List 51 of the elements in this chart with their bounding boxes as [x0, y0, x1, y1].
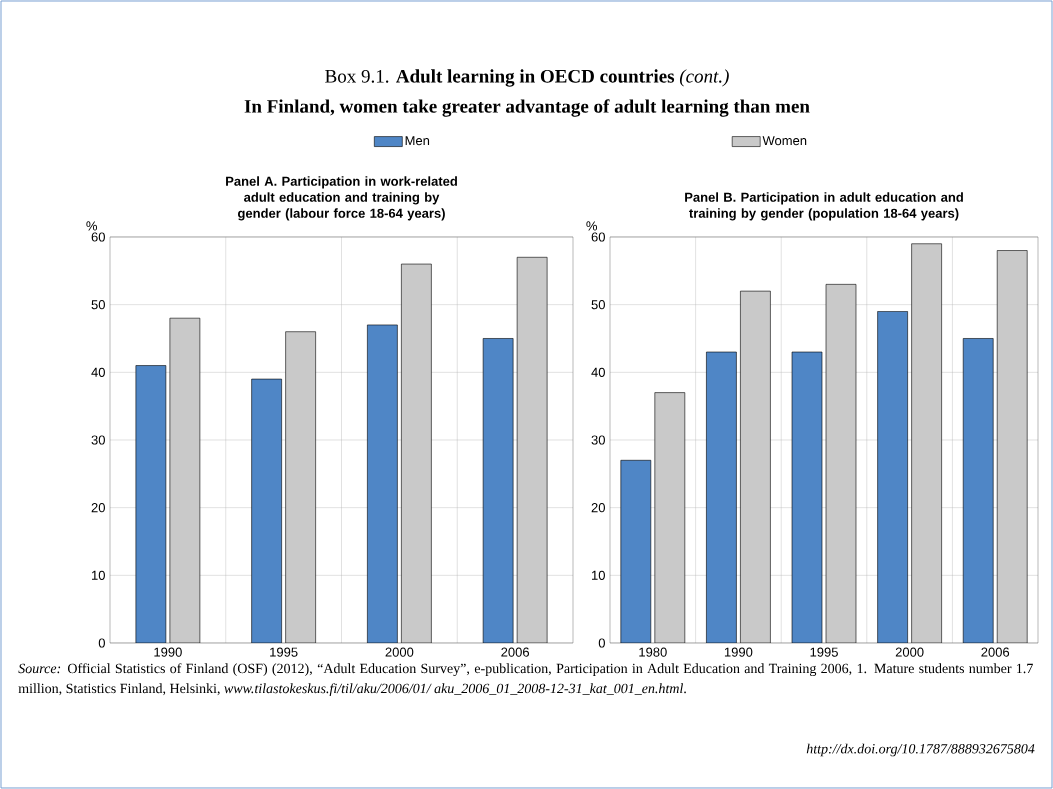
bar: [401, 263, 432, 643]
y-tick-label: 30: [591, 435, 605, 445]
y-tick-label: 50: [591, 300, 605, 310]
text: Source: Official Statistics of Finland (OSF) (2012), “Adult Education Survey”, e-publication, Participation in Adult Education and Training 2006, 1. Mature students number 1.7 million, Statistics Finland, Helsinki, www.tilastokeskus.fi/til/aku/2006/01/ aku_2006_01_2008-12-31_kat_001_en.html.: [18, 663, 1033, 697]
bar: [706, 351, 737, 643]
bar: [285, 331, 316, 643]
y-tick-label: 20: [91, 503, 105, 513]
y-tick-label: 0: [598, 638, 605, 648]
y-tick-label: 40: [591, 367, 605, 377]
legend-label: Women: [762, 136, 807, 146]
y-axis-title: %: [586, 221, 598, 231]
x-tick-label: 2006: [501, 647, 530, 657]
y-tick-label: 0: [98, 638, 105, 648]
y-tick-label: 10: [92, 570, 105, 580]
x-tick-label: 1990: [154, 647, 182, 657]
y-tick-label: 10: [592, 570, 605, 580]
bar: [962, 338, 994, 643]
chart-title: Panel A. Participation in work-related adult education and training by gender (labour force 18-64 years): [226, 176, 457, 221]
bar: [740, 290, 771, 643]
x-tick-label: 1980: [639, 647, 667, 657]
bar: [482, 338, 514, 643]
bar: [825, 284, 857, 643]
text: Box 9.1. Adult learning in OECD countries (cont.): [325, 69, 729, 87]
text: http://dx.doi.org/10.1787/888932675804: [806, 743, 1035, 757]
bar: [251, 378, 282, 643]
x-tick-label: 1990: [724, 647, 753, 657]
y-tick-label: 20: [591, 503, 605, 513]
bar: [911, 243, 942, 643]
bar: [169, 317, 201, 643]
bar: [654, 392, 686, 643]
bar: [996, 250, 1028, 643]
bar: [620, 459, 652, 643]
bar: [367, 324, 398, 643]
bar: [791, 351, 823, 643]
text: In Finland, women take greater advantage of adult learning than men: [244, 99, 810, 117]
y-axis-title: %: [86, 221, 98, 231]
x-tick-label: 2006: [981, 647, 1010, 657]
x-tick-label: 2000: [895, 647, 924, 657]
x-tick-label: 2000: [385, 647, 414, 657]
y-tick-label: 50: [91, 300, 105, 310]
legend-label: Men: [405, 136, 430, 146]
x-tick-label: 1995: [810, 647, 838, 657]
bar: [135, 365, 167, 643]
chart-title: Panel B. Participation in adult education and training by gender (population 18-64 years): [685, 192, 963, 221]
y-tick-label: 60: [91, 232, 105, 242]
y-tick-label: 30: [91, 435, 105, 445]
bar: [877, 311, 908, 643]
x-tick-label: 1995: [270, 647, 298, 657]
y-tick-label: 40: [91, 367, 105, 377]
bar: [516, 256, 548, 643]
y-tick-label: 60: [591, 232, 605, 242]
